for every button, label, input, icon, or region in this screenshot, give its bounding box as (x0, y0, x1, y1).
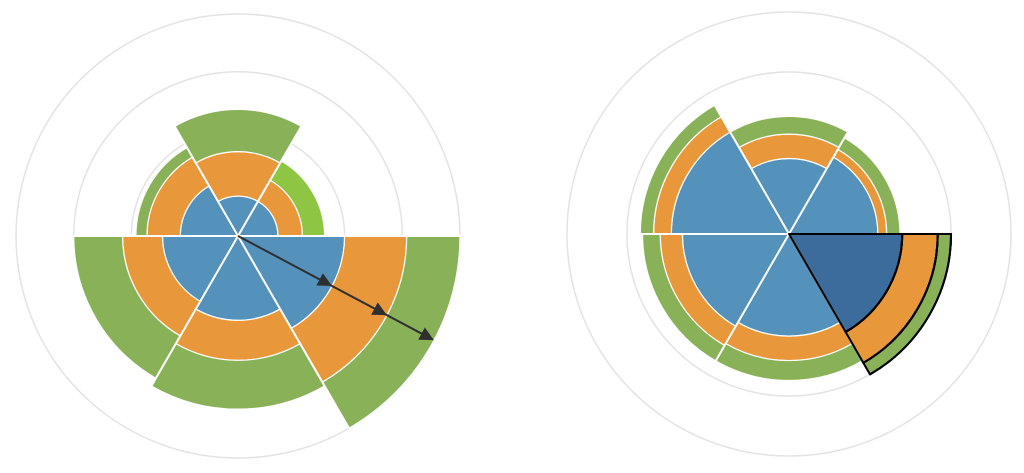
sector-separator-5 (713, 104, 790, 235)
arrow-outer (383, 312, 434, 341)
sector-separator-6 (237, 125, 303, 237)
polar-chart-right (566, 11, 1012, 457)
value-arrows (237, 235, 434, 341)
selected-sector-outline-outer (862, 233, 953, 376)
sector-separator-6 (788, 131, 849, 235)
sector-separator-5 (173, 125, 239, 237)
sector-5-outer-ring[interactable] (174, 108, 302, 164)
arrow-inner (237, 235, 332, 286)
arrow-middle (328, 283, 387, 316)
sector-separator-3 (150, 235, 239, 387)
polar-chart-left (15, 13, 461, 459)
sector-separator-3 (714, 233, 790, 362)
sector-separator-2 (237, 235, 350, 429)
gridline-circle-2 (566, 11, 1012, 457)
sector-2-outer-ring[interactable] (150, 343, 326, 410)
sector-1-outer-ring[interactable] (321, 235, 461, 429)
